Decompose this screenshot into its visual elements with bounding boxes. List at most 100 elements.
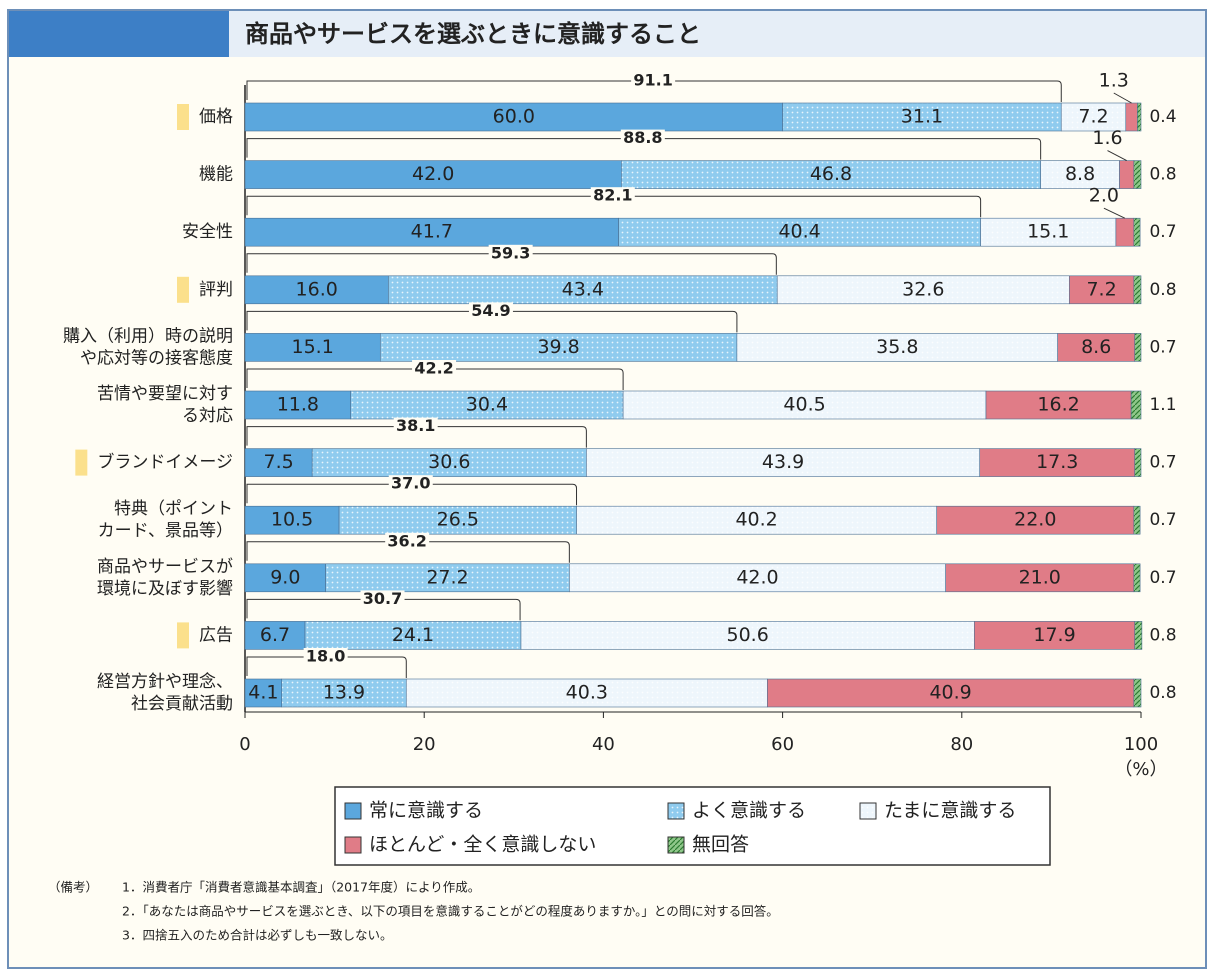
bracket-label-bg bbox=[590, 187, 635, 206]
category-label: 安全性 bbox=[182, 222, 233, 242]
total-bracket bbox=[246, 195, 982, 218]
note: 3．四捨五入のため合計は必ずしも一致しない。 bbox=[122, 928, 392, 943]
value-label: 21.0 bbox=[1019, 566, 1061, 588]
bar-segment bbox=[576, 505, 938, 535]
value-label: 42.0 bbox=[736, 566, 778, 588]
value-label: 40.5 bbox=[783, 394, 825, 416]
leader-line bbox=[1113, 92, 1132, 104]
bar-segment bbox=[388, 275, 778, 305]
value-label: 6.7 bbox=[260, 624, 290, 646]
bracket-label-bg bbox=[412, 360, 457, 378]
bracket-label: 42.2 bbox=[414, 359, 453, 378]
legend-label: たまに意識する bbox=[884, 800, 1016, 822]
value-label: 0.8 bbox=[1149, 625, 1176, 645]
value-label: 30.6 bbox=[428, 451, 470, 473]
category-label: 苦情や要望に対する対応 bbox=[97, 384, 233, 426]
value-label: 0.7 bbox=[1149, 453, 1176, 473]
legend-label: ほとんど・全く意識しない bbox=[369, 834, 596, 856]
value-label: 2.0 bbox=[1089, 185, 1119, 207]
bar-segment bbox=[520, 621, 975, 650]
bar-segment bbox=[1125, 102, 1138, 132]
bracket-label: 30.7 bbox=[363, 589, 402, 608]
value-label: 40.3 bbox=[566, 682, 608, 704]
bar-segment bbox=[980, 217, 1117, 247]
bracket-label-bg bbox=[388, 475, 433, 494]
bar-segment bbox=[1134, 448, 1142, 477]
bar-segment bbox=[618, 217, 981, 247]
legend-swatch bbox=[859, 802, 877, 820]
value-label: 35.8 bbox=[876, 336, 918, 358]
value-label: 1.1 bbox=[1149, 395, 1176, 415]
value-label: 0.4 bbox=[1149, 107, 1176, 127]
x-tick-label: 60 bbox=[771, 734, 794, 755]
bracket-label: 91.1 bbox=[633, 71, 672, 90]
category-label: 経営方針や理念、社会貢献活動 bbox=[97, 671, 233, 714]
total-bracket bbox=[246, 310, 738, 333]
bar-segment bbox=[244, 390, 352, 420]
x-tick-label: 80 bbox=[950, 734, 973, 755]
total-bracket bbox=[246, 80, 1062, 102]
value-label: 42.0 bbox=[412, 163, 454, 185]
bar-segment bbox=[1130, 390, 1142, 420]
value-label: 24.1 bbox=[392, 624, 434, 646]
value-label: 17.9 bbox=[1033, 624, 1075, 646]
value-label: 30.4 bbox=[466, 394, 508, 416]
highlight-marker bbox=[177, 276, 189, 303]
category-label: 機能 bbox=[199, 165, 233, 185]
bar-segment bbox=[979, 448, 1136, 477]
bar-segment bbox=[244, 102, 783, 132]
bar-segment bbox=[1133, 217, 1141, 247]
legend-swatch bbox=[344, 836, 362, 854]
bar-segment bbox=[782, 102, 1062, 132]
note: 1．消費者庁「消費者意識基本調査」（2017年度）により作成。 bbox=[122, 880, 480, 895]
value-label: 10.5 bbox=[271, 509, 313, 531]
value-label: 43.4 bbox=[562, 278, 604, 300]
value-label: 0.7 bbox=[1149, 337, 1176, 357]
bar-segment bbox=[622, 390, 987, 420]
bar-segment bbox=[767, 678, 1135, 708]
bar-segment bbox=[974, 621, 1136, 650]
total-bracket bbox=[246, 541, 570, 563]
total-bracket bbox=[246, 483, 578, 506]
bracket-label: 59.3 bbox=[491, 243, 530, 262]
legend-swatch bbox=[667, 836, 685, 854]
bar-segment bbox=[1133, 160, 1142, 189]
value-label: 13.9 bbox=[323, 682, 365, 704]
legend-label: 無回答 bbox=[692, 834, 749, 856]
bar-segment bbox=[736, 333, 1058, 362]
bracket-label-bg bbox=[488, 244, 533, 263]
value-label: 0.8 bbox=[1149, 683, 1176, 703]
bar-segment bbox=[244, 621, 306, 650]
category-label: 評判 bbox=[199, 280, 233, 300]
legend-label: よく意識する bbox=[692, 800, 806, 822]
value-label: 46.8 bbox=[810, 163, 852, 185]
legend-box bbox=[334, 786, 1051, 866]
x-tick-label: 100 bbox=[1124, 734, 1158, 755]
highlight-marker bbox=[177, 104, 189, 130]
bar-segment bbox=[350, 390, 624, 420]
bar-segment bbox=[244, 678, 283, 708]
value-label: 16.2 bbox=[1037, 394, 1079, 416]
value-label: 40.2 bbox=[735, 509, 777, 531]
bar-segment bbox=[244, 217, 619, 247]
value-label: 9.0 bbox=[270, 566, 300, 588]
value-label: 50.6 bbox=[726, 624, 768, 646]
bar-segment bbox=[936, 505, 1135, 535]
value-label: 7.2 bbox=[1078, 106, 1108, 128]
bracket-label-bg bbox=[468, 302, 513, 321]
bar-segment bbox=[304, 621, 522, 650]
value-label: 40.9 bbox=[929, 682, 971, 704]
bracket-label: 38.1 bbox=[396, 416, 435, 435]
bracket-label-bg bbox=[360, 590, 405, 609]
bar-segment bbox=[1134, 621, 1143, 650]
bar-segment bbox=[1040, 160, 1120, 189]
bracket-label-bg bbox=[620, 129, 665, 148]
legend-swatch bbox=[344, 802, 362, 820]
value-label: 26.5 bbox=[437, 509, 479, 531]
x-tick-label: 20 bbox=[413, 734, 436, 755]
legend-label: 常に意識する bbox=[369, 800, 483, 822]
bar-segment bbox=[1119, 160, 1135, 189]
bar-segment bbox=[1134, 333, 1142, 362]
